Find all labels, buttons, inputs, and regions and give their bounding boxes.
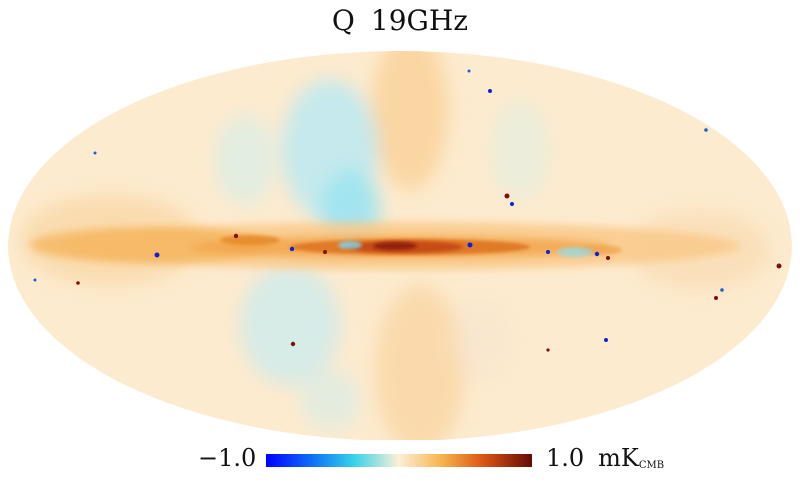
colorbar-unit-sub: CMB [638, 460, 665, 471]
colorbar-max-label: 1.0 mKCMB [546, 444, 664, 472]
map-content [8, 51, 792, 440]
frequency-label: 19GHz [370, 4, 469, 37]
colorbar-unit-main: mK [598, 444, 639, 472]
colorbar-min-label: −1.0 [198, 444, 257, 472]
point-sources [33, 69, 782, 352]
sky-map [8, 51, 792, 440]
stokes-label: Q [331, 4, 355, 37]
map-title: Q 19GHz [0, 4, 800, 37]
colorbar [266, 454, 532, 467]
colorbar-unit: mKCMB [598, 444, 664, 472]
colorbar-max-value: 1.0 [546, 444, 585, 472]
galactic-plane [30, 222, 740, 270]
colorbar-gradient [266, 454, 532, 467]
